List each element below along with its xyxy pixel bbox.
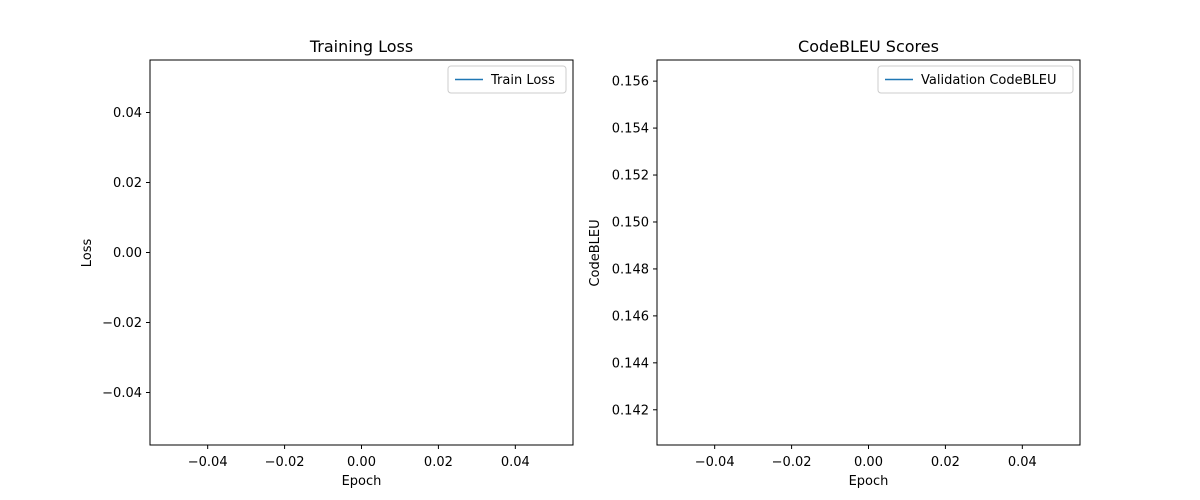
chart-title: Training Loss <box>309 37 413 56</box>
x-tick-label: −0.04 <box>695 455 735 470</box>
y-tick-label: 0.156 <box>612 75 649 90</box>
x-tick-label: −0.04 <box>188 455 228 470</box>
chart-title: CodeBLEU Scores <box>798 37 939 56</box>
legend-box <box>447 65 567 94</box>
y-axis-label: CodeBLEU <box>588 219 603 286</box>
y-tick-label: 0.146 <box>612 309 649 324</box>
x-axis-ticks: −0.04 −0.02 0.00 0.02 0.04 <box>695 445 1037 470</box>
x-tick-label: −0.02 <box>265 455 305 470</box>
y-tick-label: 0.148 <box>612 262 649 277</box>
y-tick-label: 0.04 <box>113 106 142 121</box>
x-axis-label: Epoch <box>849 474 889 489</box>
y-axis-ticks: 0.142 0.144 0.146 0.148 0.150 0.152 0.154 0.156 <box>612 75 657 418</box>
x-tick-label: −0.02 <box>772 455 812 470</box>
legend-label-validation-codebleu: Validation CodeBLEU <box>921 73 1057 88</box>
y-tick-label: 0.142 <box>612 403 649 418</box>
legend-label-train-loss: Train Loss <box>490 73 555 88</box>
y-tick-label: 0.152 <box>612 169 649 184</box>
y-tick-label: −0.04 <box>102 386 142 401</box>
y-tick-label: 0.154 <box>612 122 649 137</box>
codebleu-scores-chart: CodeBLEU Scores CodeBLEU Epoch −0.04 −0.0… <box>588 37 1081 489</box>
y-axis-label: Loss <box>80 239 95 268</box>
legend: Validation CodeBLEU <box>877 65 1074 94</box>
x-tick-label: 0.00 <box>347 455 376 470</box>
y-tick-label: 0.00 <box>113 246 142 261</box>
legend-box <box>877 65 1074 94</box>
x-tick-label: 0.04 <box>501 455 530 470</box>
legend: Train Loss <box>447 65 567 94</box>
y-tick-label: 0.144 <box>612 356 649 371</box>
y-tick-label: −0.02 <box>102 316 142 331</box>
y-axis-ticks: −0.04 −0.02 0.00 0.02 0.04 <box>102 106 150 401</box>
plot-area-frame <box>149 59 574 446</box>
y-tick-label: 0.150 <box>612 215 649 230</box>
x-tick-label: 0.02 <box>931 455 960 470</box>
plot-area-frame <box>656 59 1081 446</box>
x-tick-label: 0.04 <box>1008 455 1037 470</box>
x-axis-ticks: −0.04 −0.02 0.00 0.02 0.04 <box>188 445 530 470</box>
x-tick-label: 0.00 <box>854 455 883 470</box>
x-axis-label: Epoch <box>342 474 382 489</box>
x-tick-label: 0.02 <box>424 455 453 470</box>
training-loss-chart: Training Loss Loss Epoch −0.04 −0.02 0.00 0… <box>80 37 574 489</box>
y-tick-label: 0.02 <box>113 176 142 191</box>
